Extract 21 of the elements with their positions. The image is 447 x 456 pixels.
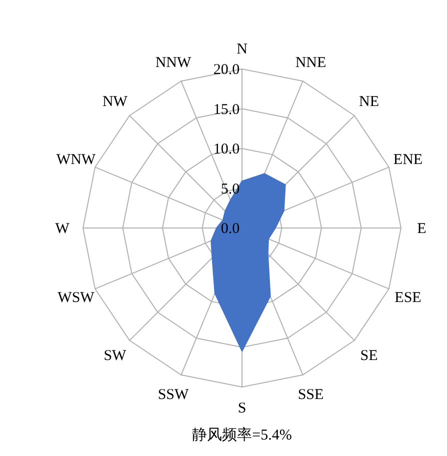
- spoke-label: SE: [360, 348, 378, 364]
- spoke-label: SSE: [298, 386, 324, 403]
- spoke-label: SSW: [158, 386, 190, 403]
- spoke-label: NNE: [295, 55, 326, 72]
- spoke-label: W: [55, 221, 70, 237]
- spoke-label: S: [238, 400, 246, 417]
- spoke-label: NNW: [155, 55, 192, 72]
- spoke-label: WSW: [58, 290, 96, 306]
- y-tick-label: 20.0: [213, 62, 240, 78]
- text: 静风频率=5.4%: [192, 426, 292, 444]
- spoke-label: E: [417, 221, 426, 237]
- spoke-label: NE: [359, 94, 380, 110]
- spoke-label: NW: [102, 94, 128, 110]
- y-tick-label: 0.0: [220, 221, 240, 237]
- spoke-label: ENE: [393, 152, 423, 168]
- spoke-label: SW: [104, 348, 128, 364]
- y-tick-label: 15.0: [213, 102, 240, 118]
- spoke-label: WNW: [56, 152, 96, 168]
- y-tick-label: 10.0: [213, 142, 240, 158]
- spoke-label: ESE: [394, 290, 422, 306]
- spoke-label: N: [236, 41, 248, 58]
